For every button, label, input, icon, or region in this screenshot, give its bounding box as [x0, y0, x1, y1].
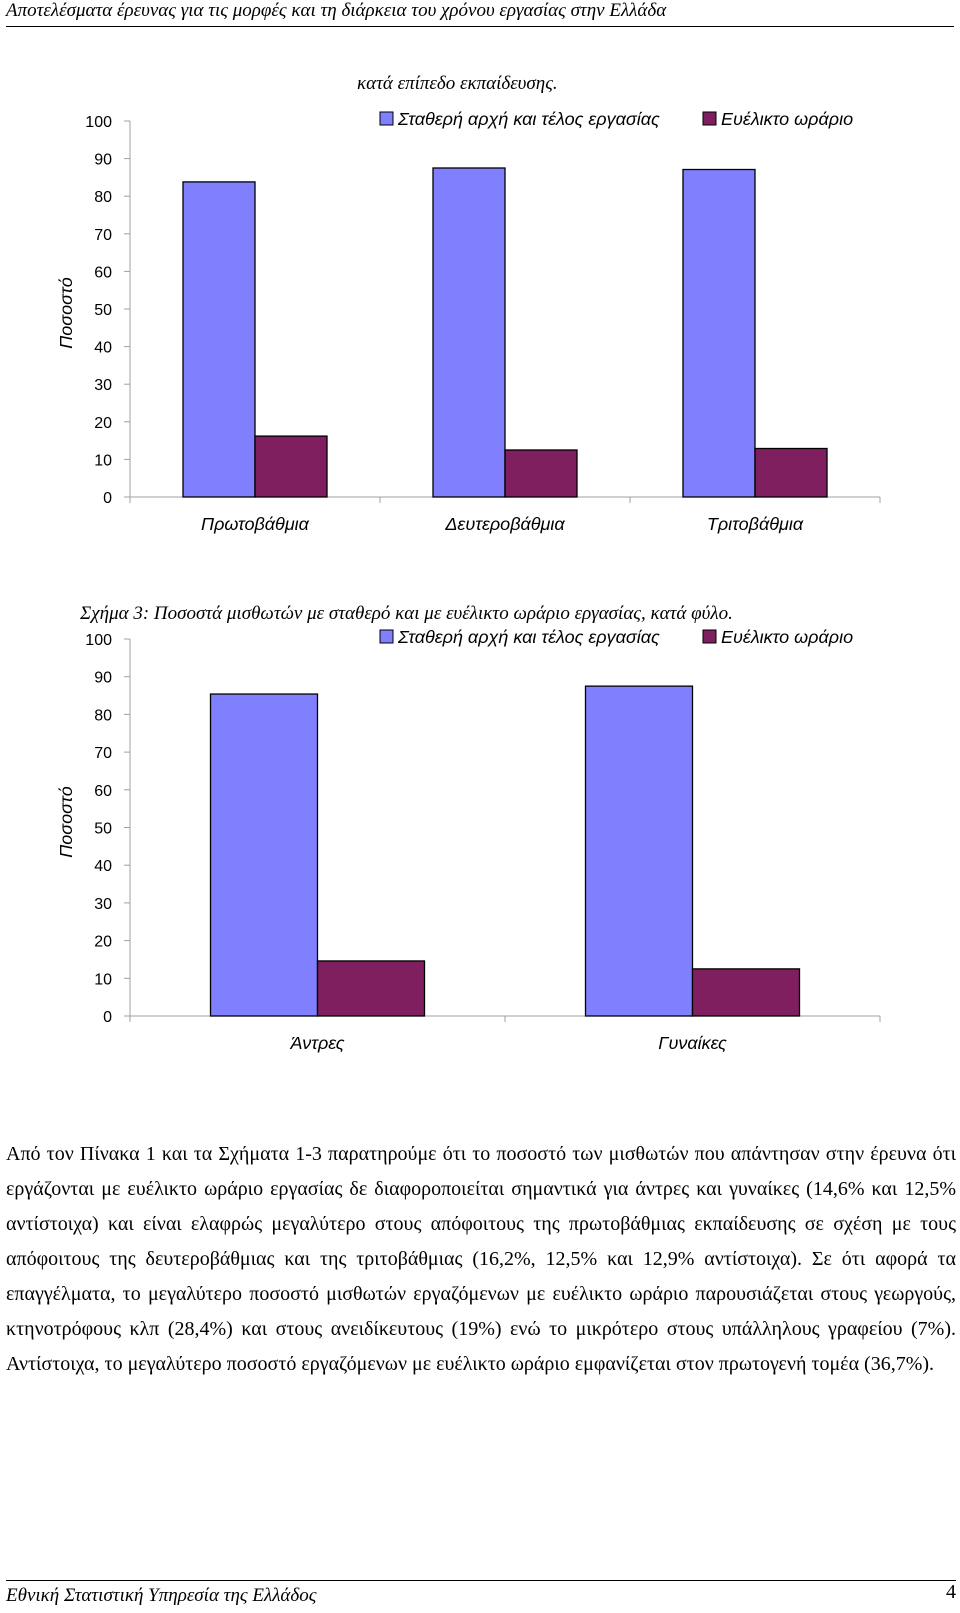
y-tick-label: 10 — [94, 971, 112, 988]
education-bar-chart: 0 10 20 30 40 50 60 70 80 90 100 Πρωτοβάθμια Δευτερο… — [56, 109, 881, 534]
y-tick-label: 70 — [94, 745, 112, 762]
bar-fixed-schedule — [584, 685, 694, 1017]
y-tick-label: 30 — [94, 377, 112, 394]
running-header: Αποτελέσματα έρευνας για τις μορφές και … — [6, 0, 954, 27]
y-tick-label: 90 — [94, 152, 112, 169]
y-tick-label: 20 — [94, 415, 112, 432]
y-tick-label: 60 — [94, 783, 112, 800]
y-tick-label: 90 — [94, 670, 112, 687]
bar-fixed-schedule — [432, 167, 506, 498]
bar-flexible-schedule — [316, 960, 426, 1017]
y-tick-label: 40 — [94, 858, 112, 875]
footer-organization: Εθνική Στατιστική Υπηρεσία της Ελλάδος — [6, 1585, 317, 1606]
legend-label-fixed: Σταθερή αρχή και τέλος εργασίας — [397, 109, 660, 129]
y-tick-label: 50 — [94, 302, 112, 319]
legend-swatch-flexible — [702, 111, 717, 126]
bar-flexible-schedule — [754, 447, 828, 498]
y-axis-title: Ποσοστό — [56, 786, 76, 858]
category-label: Γυναίκες — [658, 1033, 727, 1053]
y-tick-label: 80 — [94, 189, 112, 206]
y-tick-label: 0 — [103, 1009, 112, 1026]
bar-flexible-schedule — [504, 449, 578, 498]
y-tick-label: 10 — [94, 452, 112, 469]
category-label: Δευτεροβάθμια — [444, 514, 565, 534]
y-tick-label: 70 — [94, 227, 112, 244]
figure3-caption: Σχήμα 3: Ποσοστά μισθωτών με σταθερό και… — [80, 603, 733, 624]
legend-swatch-flexible — [702, 629, 717, 644]
y-tick-label: 40 — [94, 340, 112, 357]
body-paragraph: Από τον Πίνακα 1 και τα Σχήματα 1-3 παρα… — [6, 1143, 956, 1375]
y-tick-label: 0 — [103, 490, 112, 507]
legend-swatch-fixed — [379, 629, 394, 644]
category-label: Τριτοβάθμια — [707, 514, 804, 534]
bar-flexible-schedule — [691, 968, 801, 1017]
bar-fixed-schedule — [209, 693, 319, 1017]
category-label: Πρωτοβάθμια — [201, 514, 310, 534]
y-tick-label: 60 — [94, 264, 112, 281]
bar-fixed-schedule — [182, 181, 256, 498]
y-tick-label: 50 — [94, 821, 112, 838]
bar-flexible-schedule — [254, 435, 328, 498]
gender-bar-chart: 0 10 20 30 40 50 60 70 80 90 100 Άντρες Γυναίκες Ποσο… — [56, 627, 881, 1053]
y-tick-label: 100 — [85, 114, 112, 131]
y-axis-title: Ποσοστό — [56, 277, 76, 349]
legend-label-flexible: Ευέλικτο ωράριο — [721, 627, 853, 647]
y-tick-label: 30 — [94, 896, 112, 913]
category-label: Άντρες — [290, 1033, 345, 1053]
page-footer: Εθνική Στατιστική Υπηρεσία της Ελλάδος 4 — [6, 1580, 956, 1611]
bar-fixed-schedule — [682, 168, 756, 498]
legend-label-flexible: Ευέλικτο ωράριο — [721, 109, 853, 129]
y-tick-label: 100 — [85, 632, 112, 649]
y-tick-label: 20 — [94, 934, 112, 951]
figure2-caption: κατά επίπεδο εκπαίδευσης. — [357, 73, 558, 94]
y-tick-label: 80 — [94, 707, 112, 724]
legend-label-fixed: Σταθερή αρχή και τέλος εργασίας — [397, 627, 660, 647]
legend-swatch-fixed — [379, 111, 394, 126]
page-number: 4 — [946, 1581, 956, 1603]
